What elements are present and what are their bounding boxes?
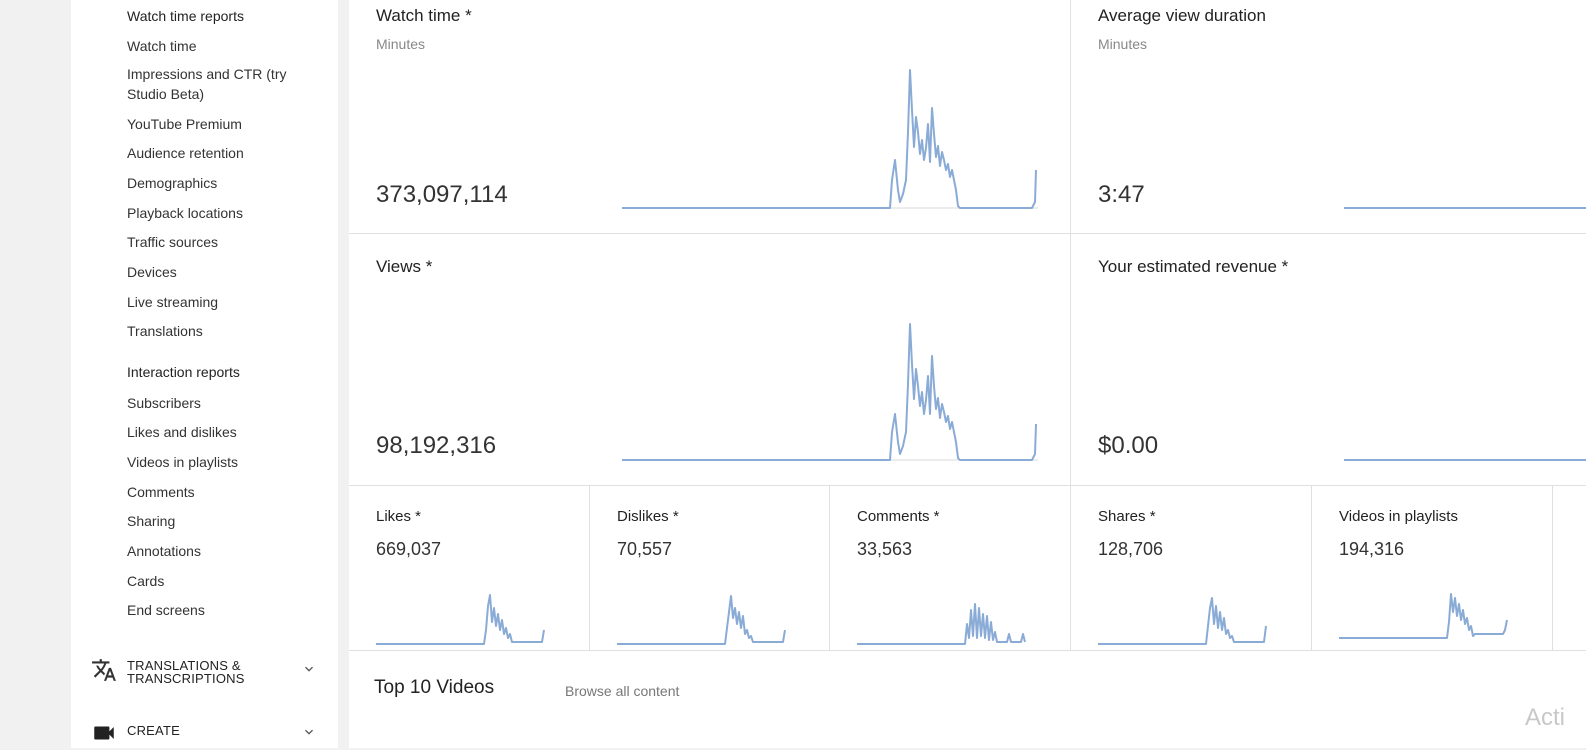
- sidebar-item-watch-time[interactable]: Watch time: [127, 38, 197, 54]
- average-view-duration-sparkline: [1344, 207, 1586, 209]
- views-title: Views *: [376, 257, 433, 276]
- likes-title: Likes *: [376, 508, 422, 525]
- shares-title: Shares *: [1098, 508, 1156, 525]
- estimated-revenue-value: $0.00: [1098, 432, 1159, 459]
- watch-time-sparkline: [622, 69, 1038, 209]
- sidebar-item-playback-locations[interactable]: Playback locations: [127, 205, 243, 221]
- sidebar-item-demographics[interactable]: Demographics: [127, 175, 218, 191]
- sidebar-item-devices[interactable]: Devices: [127, 264, 177, 280]
- sidebar-item-live-streaming[interactable]: Live streaming: [127, 294, 219, 310]
- average-view-duration-title: Average view duration: [1098, 6, 1266, 25]
- activate-watermark: Acti: [1525, 704, 1566, 731]
- sidebar-item-sharing[interactable]: Sharing: [127, 513, 176, 529]
- video-camera-icon: [94, 726, 114, 740]
- sidebar-item-end-screens[interactable]: End screens: [127, 602, 205, 618]
- views-value: 98,192,316: [376, 432, 497, 459]
- watch-time-reports-heading: Watch time reports: [127, 8, 244, 24]
- watch-time-value: 373,097,114: [376, 181, 508, 208]
- comments-value: 33,563: [857, 539, 913, 559]
- comments-sparkline: [857, 603, 1026, 645]
- comments-title: Comments *: [857, 508, 940, 525]
- sidebar-item-youtube-premium[interactable]: YouTube Premium: [127, 116, 242, 132]
- chevron-down-icon[interactable]: [301, 724, 317, 740]
- browse-all-content-link[interactable]: Browse all content: [565, 683, 680, 699]
- sidebar-section-translations-label: TRANSLATIONS & TRANSCRIPTIONS: [127, 658, 245, 686]
- main-content: Watch time * Minutes 373,097,114 Average…: [349, 0, 1586, 748]
- sidebar-item-subscribers[interactable]: Subscribers: [127, 395, 201, 411]
- sidebar-section-create[interactable]: CREATE: [91, 716, 321, 750]
- shares-card[interactable]: Shares * 128,706: [1071, 486, 1312, 651]
- dislikes-title: Dislikes *: [617, 508, 679, 525]
- likes-card[interactable]: Likes * 669,037: [349, 486, 590, 651]
- dislikes-card[interactable]: Dislikes * 70,557: [590, 486, 830, 651]
- sidebar-item-comments[interactable]: Comments: [127, 484, 195, 500]
- estimated-revenue-card[interactable]: Your estimated revenue * $0.00: [1071, 234, 1586, 486]
- watch-time-title: Watch time *: [376, 6, 472, 25]
- average-view-duration-card[interactable]: Average view duration Minutes 3:47: [1071, 0, 1586, 234]
- videos-in-playlists-sparkline: [1339, 593, 1508, 639]
- dislikes-sparkline: [617, 595, 786, 645]
- views-sparkline: [622, 323, 1038, 461]
- videos-in-playlists-title: Videos in playlists: [1339, 508, 1458, 525]
- dislikes-value: 70,557: [617, 539, 673, 559]
- sidebar: Watch time reports Watch time Impression…: [71, 0, 338, 748]
- videos-in-playlists-card[interactable]: Videos in playlists 194,316: [1312, 486, 1553, 651]
- watch-time-card[interactable]: Watch time * Minutes 373,097,114: [349, 0, 1071, 234]
- next-card-edge: [1553, 486, 1586, 651]
- sidebar-section-translations[interactable]: TRANSLATIONS & TRANSCRIPTIONS: [91, 653, 321, 687]
- average-view-duration-unit: Minutes: [1098, 36, 1148, 52]
- sidebar-item-annotations[interactable]: Annotations: [127, 543, 201, 559]
- sidebar-item-likes-dislikes[interactable]: Likes and dislikes: [127, 424, 237, 440]
- sidebar-item-audience-retention[interactable]: Audience retention: [127, 145, 244, 161]
- shares-value: 128,706: [1098, 539, 1164, 559]
- views-card[interactable]: Views * 98,192,316: [349, 234, 1071, 486]
- videos-in-playlists-value: 194,316: [1339, 539, 1405, 559]
- shares-sparkline: [1098, 597, 1267, 645]
- likes-value: 669,037: [376, 539, 442, 559]
- interaction-reports-heading: Interaction reports: [127, 364, 240, 380]
- likes-sparkline: [376, 594, 545, 645]
- comments-card[interactable]: Comments * 33,563: [830, 486, 1071, 651]
- estimated-revenue-sparkline: [1344, 459, 1586, 461]
- chevron-down-icon[interactable]: [301, 661, 317, 677]
- sidebar-item-cards[interactable]: Cards: [127, 573, 165, 589]
- sidebar-item-translations[interactable]: Translations: [127, 323, 203, 339]
- watch-time-unit: Minutes: [376, 36, 426, 52]
- sidebar-item-traffic-sources[interactable]: Traffic sources: [127, 234, 219, 250]
- translate-icon: [92, 659, 116, 681]
- sidebar-item-videos-in-playlists[interactable]: Videos in playlists: [127, 454, 239, 470]
- average-view-duration-value: 3:47: [1098, 181, 1145, 208]
- estimated-revenue-title: Your estimated revenue *: [1098, 257, 1289, 276]
- top-10-videos-title: Top 10 Videos: [374, 677, 495, 698]
- sidebar-item-impressions-ctr[interactable]: Impressions and CTR (try Studio Beta): [127, 66, 287, 102]
- sidebar-section-create-label: CREATE: [127, 723, 180, 738]
